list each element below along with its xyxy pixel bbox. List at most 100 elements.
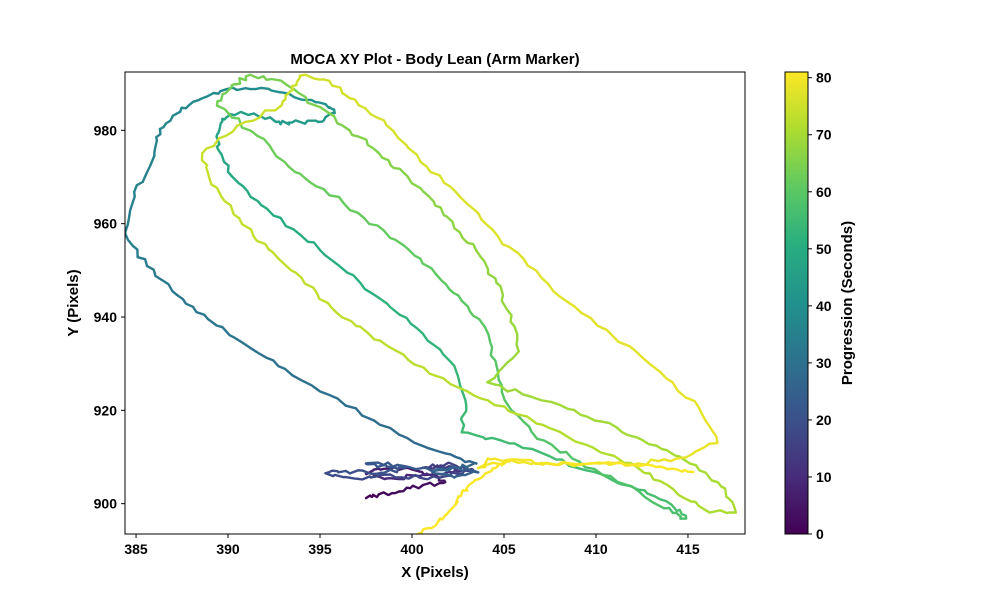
trajectory-segment (459, 398, 468, 434)
trajectory-series (477, 441, 719, 474)
trajectory-segment (237, 216, 270, 251)
trajectory-series (215, 73, 688, 520)
trajectory-segment (348, 129, 381, 155)
trajectory-segment (392, 130, 428, 168)
trajectory-segment (453, 470, 480, 479)
x-tick-label: 385 (124, 541, 148, 557)
trajectory-segment (486, 381, 531, 398)
trajectory-segment (230, 174, 263, 207)
trajectory-series (416, 459, 511, 534)
trajectory-segment (357, 473, 388, 481)
trajectory-segment (215, 104, 259, 138)
x-tick-label: 405 (492, 541, 516, 557)
trajectory-segment (289, 74, 302, 93)
trajectory-segment (215, 84, 233, 107)
trajectory-segment (431, 470, 456, 479)
colorbar-tick-label: 0 (816, 526, 824, 542)
trajectory-segment (541, 423, 594, 449)
trajectory-segment (228, 110, 255, 117)
trajectory-segment (672, 488, 708, 512)
colorbar-tick-label: 70 (816, 127, 832, 143)
trajectory-segment (145, 264, 178, 296)
trajectory-segment (377, 152, 406, 175)
trajectory-segment (397, 433, 447, 455)
colorbar-tick-label: 60 (816, 184, 832, 200)
trajectory-segment (436, 506, 454, 524)
trajectory-segment (460, 299, 487, 330)
y-axis: 900 920 940 960 980 (94, 122, 125, 512)
trajectory-segment (291, 374, 347, 407)
trajectory-segment (153, 127, 162, 157)
trajectory-segment (125, 190, 136, 235)
plot-frame (124, 71, 746, 535)
trajectory-segment (449, 383, 496, 407)
colorbar-tick-label: 50 (816, 241, 832, 257)
trajectory-segment (248, 73, 287, 85)
trajectory-segment (495, 281, 513, 317)
trajectory-segment (493, 404, 544, 426)
trajectory-segment (283, 82, 316, 107)
trajectory-segment (591, 446, 640, 470)
trajectory-segment (425, 165, 461, 198)
x-tick-label: 415 (676, 541, 700, 557)
trajectory-segment (486, 350, 520, 384)
trajectory-segment (259, 86, 296, 99)
trajectory-segment (230, 73, 252, 87)
trajectory-segment (385, 473, 421, 480)
trajectory-segment (427, 194, 454, 223)
trajectory-segment (206, 317, 252, 349)
trajectory-segment (322, 187, 366, 220)
trajectory-segment (366, 331, 410, 362)
trajectory-segment (403, 172, 430, 198)
trajectory-segment (267, 248, 303, 279)
trajectory-segment (434, 272, 463, 302)
trajectory-series (200, 73, 737, 515)
trajectory-segment (377, 490, 401, 497)
trajectory-segment (324, 472, 360, 481)
trajectory-segment (705, 509, 737, 515)
trajectory-segment (215, 122, 222, 148)
trajectory-segment (313, 103, 351, 132)
trajectory-series (324, 461, 480, 481)
trajectory-segment (179, 97, 202, 113)
trajectory-segment (662, 506, 688, 520)
trajectory-segment (449, 360, 467, 402)
x-tick-label: 410 (584, 541, 608, 557)
trajectory-segment (451, 220, 478, 252)
trajectory-segment (344, 469, 379, 475)
trajectory-segment (458, 195, 495, 232)
trajectory-segment (363, 216, 404, 246)
trajectory-segment (274, 119, 294, 126)
trajectory-segment (637, 457, 679, 466)
x-axis: 385 390 395 400 405 410 415 (124, 534, 700, 557)
trajectory-segment (357, 103, 395, 133)
trajectory-segment (324, 103, 336, 115)
trajectory-segment (328, 79, 360, 107)
trajectory-segment (528, 395, 576, 412)
trajectory-segment (377, 296, 419, 330)
trajectory-segment (364, 493, 381, 500)
trajectory-segment (158, 110, 182, 131)
trajectory-segment (293, 96, 327, 106)
trajectory-segment (287, 165, 325, 191)
trajectory-segment (655, 444, 691, 465)
x-tick-label: 395 (308, 541, 332, 557)
colorbar-tick-label: 80 (816, 70, 832, 86)
colorbar-label: Progression (Seconds) (839, 221, 856, 385)
trajectory-segment (280, 89, 292, 107)
trajectory-segment (416, 327, 452, 363)
trajectory-segment (364, 461, 399, 468)
trajectory-segment (535, 437, 581, 463)
x-axis-label: X (Pixels) (401, 564, 469, 581)
trajectory-segment (431, 465, 463, 474)
trajectory-segment (324, 469, 347, 475)
trajectory-segment (125, 231, 149, 268)
trajectory-segment (317, 111, 336, 124)
trajectory-segment (248, 346, 294, 377)
y-tick-label: 960 (94, 216, 118, 232)
x-tick-label: 390 (216, 541, 240, 557)
trajectory-segment (460, 431, 502, 442)
trajectory-segment (256, 134, 290, 168)
trajectory-segment (401, 243, 438, 276)
